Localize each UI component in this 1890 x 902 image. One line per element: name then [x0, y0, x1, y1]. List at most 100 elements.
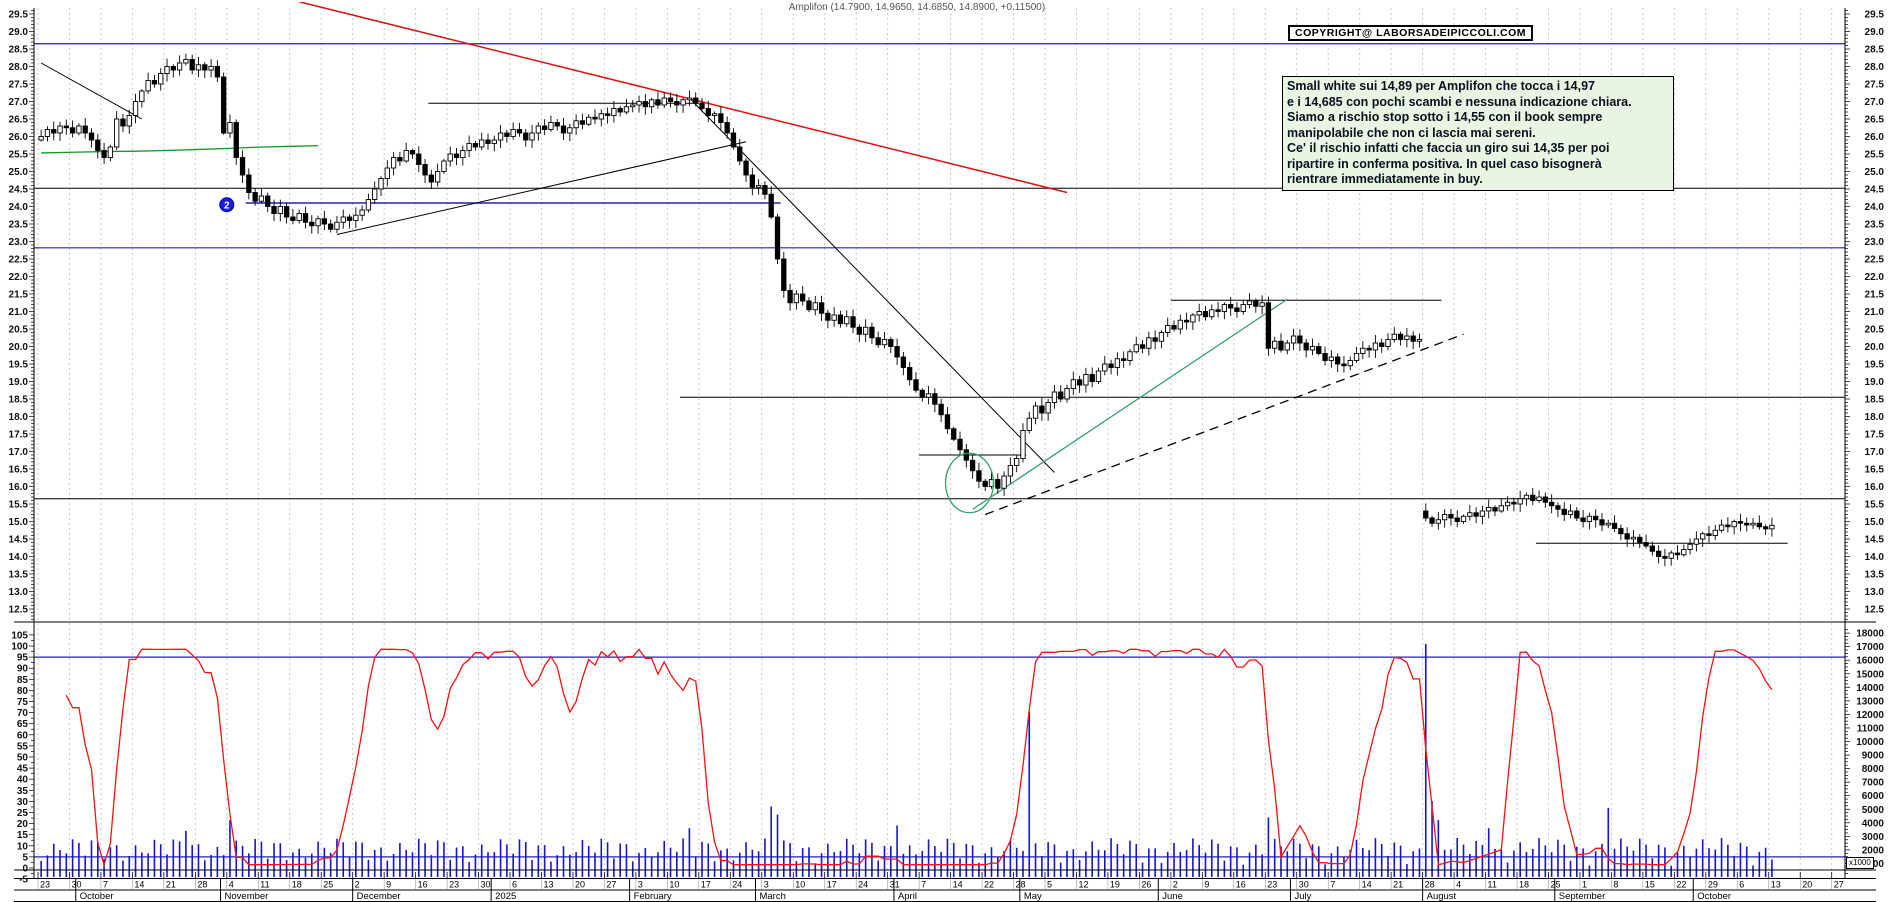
month-label: December	[357, 891, 401, 902]
price-tick-label: 24.5	[1865, 185, 1885, 196]
week-tick-label: 14	[1362, 880, 1372, 890]
week-tick-label: 12	[1078, 880, 1088, 890]
week-tick-label: 2	[355, 880, 360, 890]
price-tick-label: 29.5	[1865, 10, 1885, 21]
oscillator-tick-label: -5	[19, 875, 28, 886]
week-tick-label: 3	[764, 880, 769, 890]
oscillator-tick-label: 105	[11, 630, 28, 641]
week-tick-label: 7	[103, 880, 108, 890]
price-tick-label: 19.5	[9, 360, 29, 371]
analysis-note-line: manipolabile che non ci lascia mai seren…	[1287, 125, 1536, 140]
week-tick-label: 17	[827, 880, 837, 890]
week-tick-label: 29	[1708, 880, 1718, 890]
price-tick-label: 19.0	[9, 377, 29, 388]
month-label: August	[1427, 891, 1457, 902]
price-tick-label: 20.0	[9, 342, 29, 353]
week-tick-label: 5	[1047, 880, 1052, 890]
price-tick-label: 22.5	[9, 255, 29, 266]
price-tick-label: 26.5	[9, 115, 29, 126]
price-tick-label: 20.5	[9, 325, 29, 336]
marker-badge-2: 2	[219, 197, 235, 213]
week-tick-label: 30	[71, 880, 81, 890]
oscillator-tick-label: 20	[17, 819, 29, 830]
price-tick-label: 28.5	[1865, 45, 1885, 56]
oscillator-tick-label: 5	[22, 852, 28, 863]
oscillator-tick-label: 70	[17, 708, 29, 719]
price-tick-label: 17.0	[9, 447, 29, 458]
week-tick-label: 14	[953, 880, 963, 890]
week-tick-label: 31	[890, 880, 900, 890]
price-tick-label: 18.5	[9, 395, 29, 406]
month-label: May	[1024, 891, 1042, 902]
price-tick-label: 26.5	[1865, 115, 1885, 126]
stochastic-line	[65, 648, 1773, 868]
price-tick-label: 26.0	[9, 132, 29, 143]
price-tick-label: 25.0	[1865, 167, 1885, 178]
week-tick-label: 3	[638, 880, 643, 890]
analysis-note-line: rientrare immediatamente in buy.	[1287, 172, 1483, 186]
price-tick-label: 23.0	[9, 237, 29, 248]
week-tick-label: 22	[1676, 880, 1686, 890]
week-tick-label: 8	[1613, 880, 1618, 890]
week-tick-label: 23	[449, 880, 459, 890]
price-tick-label: 13.0	[1865, 587, 1885, 598]
month-label: June	[1162, 891, 1183, 902]
svg-text:2: 2	[224, 200, 230, 211]
candles-layer	[38, 53, 1775, 567]
price-tick-label: 12.5	[1865, 605, 1885, 616]
price-tick-label: 15.0	[1865, 517, 1885, 528]
price-tick-label: 27.0	[1865, 97, 1885, 108]
price-tick-label: 18.5	[1865, 395, 1885, 406]
price-tick-label: 29.0	[1865, 27, 1885, 38]
price-tick-label: 14.0	[1865, 552, 1885, 563]
oscillator-tick-label: 10	[17, 841, 29, 852]
analysis-note-line: Siamo a rischio stop sotto i 14,55 con i…	[1287, 110, 1603, 124]
week-tick-label: 24	[858, 880, 868, 890]
price-tick-label: 17.5	[9, 430, 29, 441]
oscillator-tick-label: 35	[17, 786, 29, 797]
oscillator-tick-label: 30	[17, 797, 29, 808]
volume-tick-label: 15000	[1856, 669, 1884, 680]
price-tick-label: 27.0	[9, 97, 29, 108]
price-tick-label: 24.0	[9, 202, 29, 213]
analysis-note-line: ripartire in conferma positiva. In quel …	[1287, 156, 1602, 171]
price-tick-label: 12.5	[9, 605, 29, 616]
price-tick-label: 20.5	[1865, 325, 1885, 336]
price-tick-label: 27.5	[9, 80, 29, 91]
oscillator-tick-label: 90	[17, 664, 29, 675]
volume-unit-label: x1000	[1846, 857, 1874, 869]
week-tick-label: 16	[418, 880, 428, 890]
volume-tick-label: 18000	[1856, 629, 1884, 640]
week-tick-label: 9	[386, 880, 391, 890]
week-tick-label: 18	[292, 880, 302, 890]
week-tick-label: 16	[1236, 880, 1246, 890]
price-tick-label: 23.5	[1865, 220, 1885, 231]
week-tick-label: 28	[1425, 880, 1435, 890]
price-tick-label: 16.0	[1865, 482, 1885, 493]
price-tick-label: 25.5	[1865, 150, 1885, 161]
price-tick-label: 24.5	[9, 185, 29, 196]
week-tick-label: 20	[1802, 880, 1812, 890]
week-tick-label: 19	[1110, 880, 1120, 890]
week-tick-label: 4	[229, 880, 234, 890]
week-tick-label: 21	[1393, 880, 1403, 890]
week-tick-label: 1	[1582, 880, 1587, 890]
price-tick-label: 25.5	[9, 150, 29, 161]
month-label: March	[759, 891, 785, 902]
price-tick-label: 17.5	[1865, 430, 1885, 441]
price-tick-label: 22.5	[1865, 255, 1885, 266]
month-label: April	[898, 891, 917, 902]
oscillator-tick-label: 75	[17, 697, 29, 708]
week-tick-label: 28	[1016, 880, 1026, 890]
price-tick-label: 23.0	[1865, 237, 1885, 248]
week-tick-label: 7	[1330, 880, 1335, 890]
oscillator-tick-label: 40	[17, 775, 29, 786]
volume-tick-label: 2000	[1862, 845, 1885, 856]
week-tick-label: 21	[166, 880, 176, 890]
week-tick-label: 13	[1771, 880, 1781, 890]
oscillator-tick-label: 15	[17, 830, 29, 841]
week-tick-label: 10	[795, 880, 805, 890]
volume-tick-label: 6000	[1862, 791, 1885, 802]
price-tick-label: 14.5	[9, 535, 29, 546]
oscillator-tick-label: 60	[17, 730, 29, 741]
